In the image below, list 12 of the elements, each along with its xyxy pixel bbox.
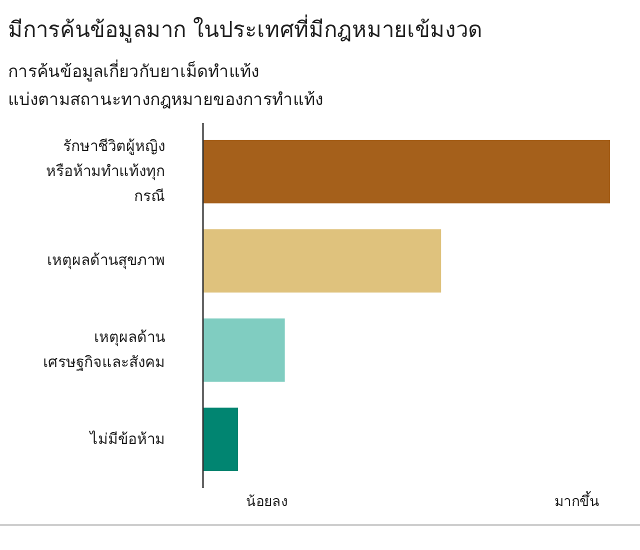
bar — [203, 140, 610, 204]
y-tick-label: รักษาชีวิตผู้หญิง หรือห้ามทำแท้งทุก กรณี — [45, 136, 165, 208]
bar — [203, 318, 285, 382]
text: น้อยลง — [246, 493, 288, 512]
text: มากขึ้น — [554, 490, 600, 512]
y-tick-label: ไม่มีข้อห้าม — [88, 428, 165, 450]
bar — [203, 408, 238, 472]
chart-subtitle: การค้นข้อมูลเกี่ยวกับยาเม็ดทำแท้ง แบ่งตามสถานะทางกฎหมายของการทำแท้ง — [8, 58, 323, 112]
y-tick-label: เหตุผลด้าน เศรษฐกิจและสังคม — [42, 327, 165, 374]
bar — [203, 229, 442, 293]
y-tick-label: เหตุผลด้านสุขภาพ — [46, 250, 165, 272]
chart-title: มีการค้นข้อมูลมาก ในประเทศที่มีกฎหมายเข้มงวด — [8, 14, 482, 45]
